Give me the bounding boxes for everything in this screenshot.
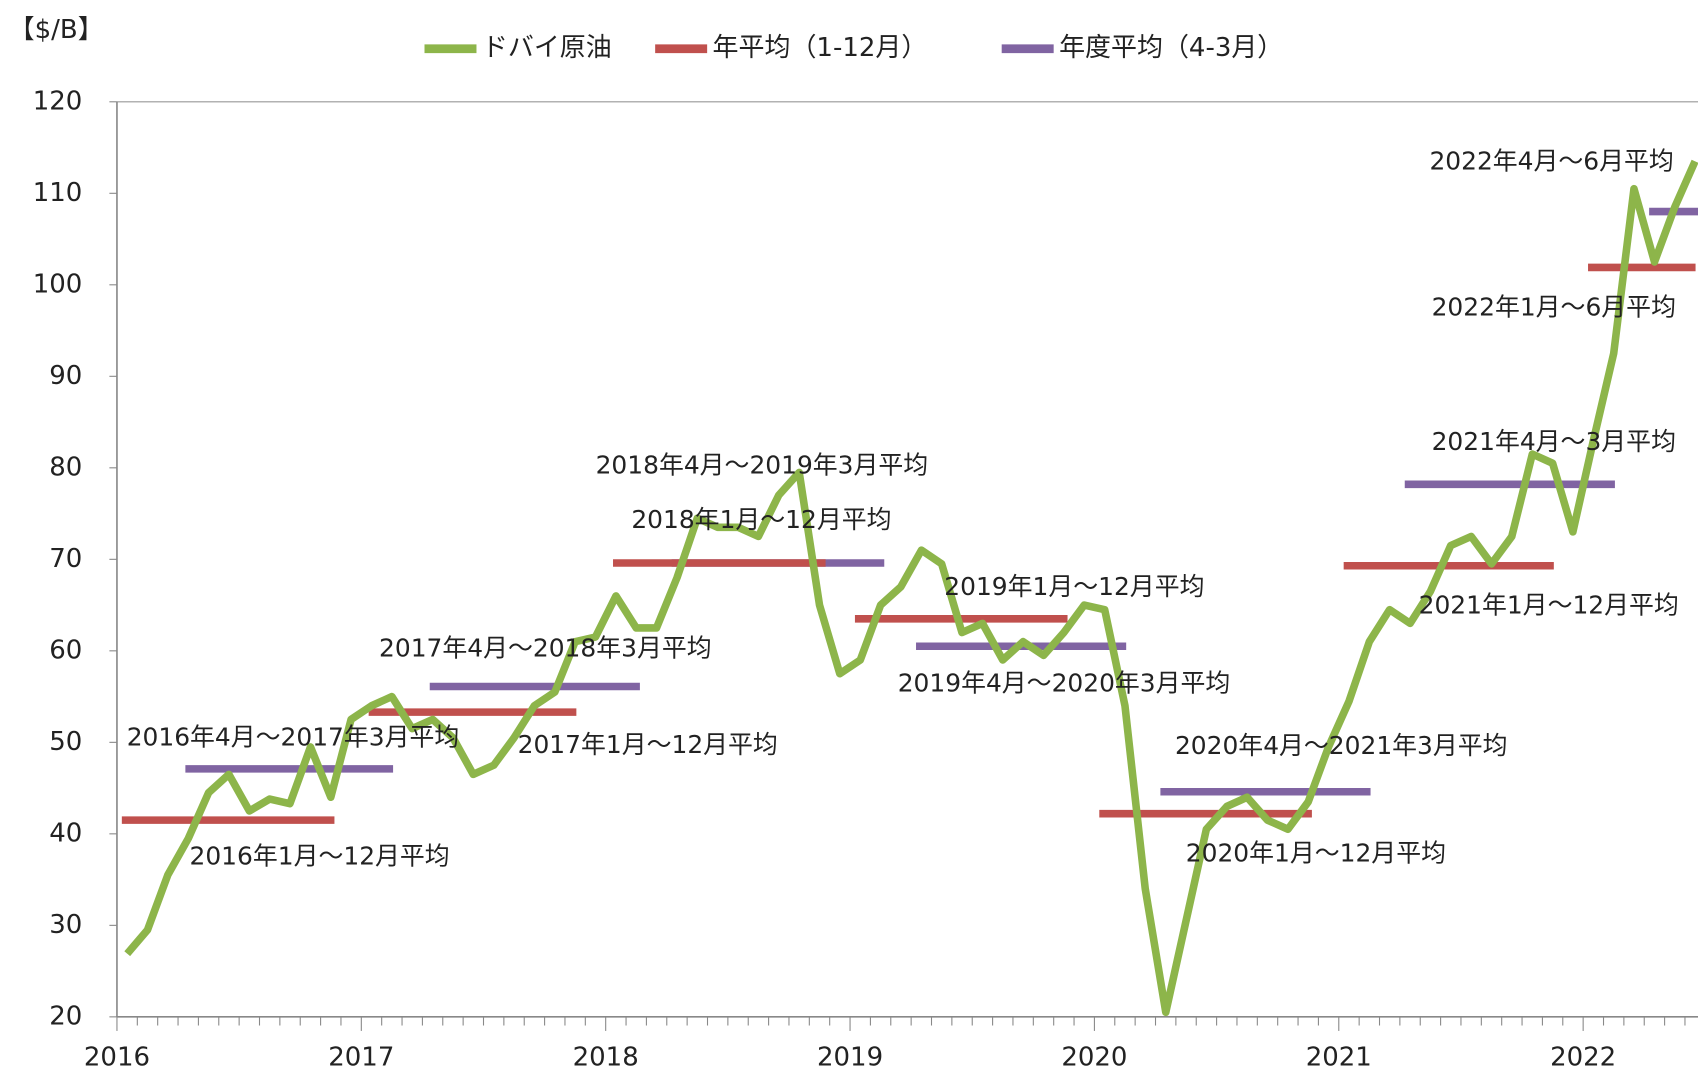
annotation: 2019年4月～2020年3月平均 [898,668,1231,697]
y-tick-label: 40 [49,818,82,848]
x-tick-label: 2018 [573,1043,639,1071]
legend-label: 年度平均（4-3月） [1059,33,1283,63]
legend-label: 年平均（1-12月） [713,33,928,63]
y-tick-label: 30 [49,910,82,940]
annotation: 2019年1月～12月平均 [944,572,1204,601]
y-tick-label: 90 [49,361,82,391]
y-tick-label: 20 [49,1001,82,1031]
y-tick-label: 110 [33,178,83,208]
annotation: 2021年1月～12月平均 [1419,590,1679,619]
x-tick-label: 2017 [328,1043,394,1071]
y-axis-label: 【$/B】 [9,15,104,45]
price-line [124,159,1698,1017]
y-tick-label: 120 [33,86,83,116]
annotation: 2022年1月～6月平均 [1432,293,1676,322]
y-tick-label: 60 [49,635,82,665]
x-tick-label: 2022 [1550,1043,1616,1071]
x-tick-label: 2016 [84,1043,150,1071]
x-tick-label: 2019 [817,1043,883,1071]
annotation: 2020年4月～2021年3月平均 [1175,731,1508,760]
y-tick-label: 80 [49,452,82,482]
annotation: 2017年1月～12月平均 [518,730,778,759]
annotation: 2021年4月～3月平均 [1432,427,1676,456]
y-tick-label: 70 [49,544,82,574]
legend-label: ドバイ原油 [482,33,612,63]
annotation: 2020年1月～12月平均 [1186,838,1446,867]
annotation: 2018年1月～12月平均 [631,505,891,534]
x-tick-label: 2020 [1061,1043,1127,1071]
annotation: 2017年4月～2018年3月平均 [379,634,712,663]
annotation: 2016年1月～12月平均 [190,842,450,871]
y-tick-label: 50 [49,727,82,757]
annotation: 2018年4月～2019年3月平均 [596,451,929,480]
y-tick-label: 100 [33,269,83,299]
x-tick-label: 2021 [1306,1043,1372,1071]
annotation: 2022年4月～6月平均 [1429,146,1673,175]
annotation: 2016年4月～2017年3月平均 [127,723,460,752]
